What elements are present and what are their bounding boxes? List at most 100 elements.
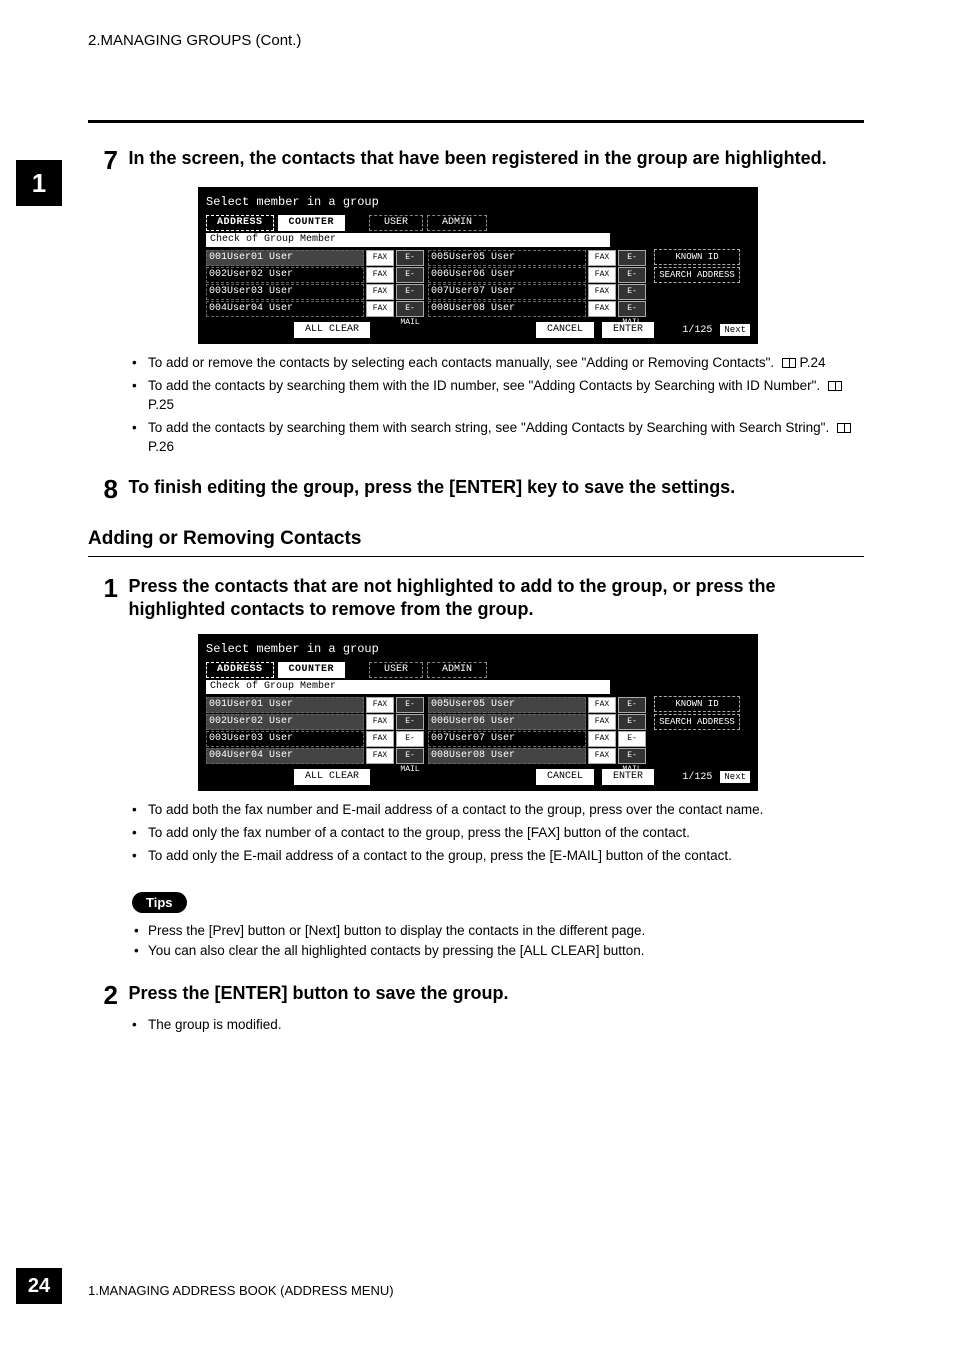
fax-button[interactable]: FAX	[588, 748, 616, 764]
tab-address[interactable]: ADDRESS	[206, 215, 274, 231]
step-text: Press the contacts that are not highligh…	[122, 575, 852, 620]
tip-item: You can also clear the all highlighted c…	[148, 941, 864, 961]
contact-left-0[interactable]: 001User01 User	[206, 250, 364, 266]
search-address-button[interactable]: SEARCH ADDRESS	[654, 267, 740, 283]
email-button[interactable]: E-MAIL	[396, 284, 424, 300]
email-button[interactable]: E-MAIL	[396, 748, 424, 764]
all-clear-button[interactable]: ALL CLEAR	[294, 769, 370, 785]
step-number: 8	[88, 476, 118, 502]
contact-right-3[interactable]: 008User08 User	[428, 301, 586, 317]
step7-bullets: To add or remove the contacts by selecti…	[132, 354, 864, 456]
chapter-tab: 1	[16, 160, 62, 206]
known-id-button[interactable]: KNOWN ID	[654, 696, 740, 712]
step-8: 8 To finish editing the group, press the…	[88, 476, 864, 502]
email-button[interactable]: E-MAIL	[396, 250, 424, 266]
email-button[interactable]: E-MAIL	[618, 697, 646, 713]
fax-button[interactable]: FAX	[366, 301, 394, 317]
contact-left-2[interactable]: 003User03 User	[206, 284, 364, 300]
cancel-button[interactable]: CANCEL	[536, 769, 594, 785]
contact-right-2[interactable]: 007User07 User	[428, 284, 586, 300]
tab-address[interactable]: ADDRESS	[206, 662, 274, 678]
bullet-item: To add or remove the contacts by selecti…	[132, 354, 864, 373]
tab-user[interactable]: USER	[369, 662, 423, 678]
contact-left-2[interactable]: 003User03 User	[206, 731, 364, 747]
step-a2: 2 Press the [ENTER] button to save the g…	[88, 982, 864, 1035]
fax-button[interactable]: FAX	[588, 301, 616, 317]
tips-label: Tips	[132, 892, 187, 913]
tab-user[interactable]: USER	[369, 215, 423, 231]
cancel-button[interactable]: CANCEL	[536, 322, 594, 338]
book-icon	[837, 423, 851, 433]
contact-left-3[interactable]: 004User04 User	[206, 301, 364, 317]
step-number: 1	[88, 575, 118, 601]
enter-button[interactable]: ENTER	[602, 322, 654, 338]
contact-right-1[interactable]: 006User06 User	[428, 267, 586, 283]
email-button[interactable]: E-MAIL	[396, 267, 424, 283]
stepA1-bullets: To add both the fax number and E-mail ad…	[132, 801, 864, 866]
contact-right-0[interactable]: 005User05 User	[428, 250, 586, 266]
fax-button[interactable]: FAX	[588, 714, 616, 730]
contact-left-3[interactable]: 004User04 User	[206, 748, 364, 764]
email-button[interactable]: E-MAIL	[618, 250, 646, 266]
email-button[interactable]: E-MAIL	[396, 301, 424, 317]
email-button[interactable]: E-MAIL	[618, 301, 646, 317]
fax-button[interactable]: FAX	[588, 731, 616, 747]
fax-button[interactable]: FAX	[366, 731, 394, 747]
known-id-button[interactable]: KNOWN ID	[654, 249, 740, 265]
fax-button[interactable]: FAX	[366, 250, 394, 266]
contact-right-0[interactable]: 005User05 User	[428, 697, 586, 713]
book-icon	[828, 381, 842, 391]
bullet-item: To add the contacts by searching them wi…	[132, 377, 864, 415]
step-text: To finish editing the group, press the […	[122, 476, 852, 499]
fax-button[interactable]: FAX	[588, 697, 616, 713]
fax-button[interactable]: FAX	[588, 267, 616, 283]
step-number: 7	[88, 147, 118, 173]
fax-button[interactable]: FAX	[366, 714, 394, 730]
enter-button[interactable]: ENTER	[602, 769, 654, 785]
fax-button[interactable]: FAX	[366, 748, 394, 764]
all-clear-button[interactable]: ALL CLEAR	[294, 322, 370, 338]
contact-right-2[interactable]: 007User07 User	[428, 731, 586, 747]
email-button[interactable]: E-MAIL	[618, 714, 646, 730]
email-button[interactable]: E-MAIL	[618, 267, 646, 283]
fax-button[interactable]: FAX	[366, 267, 394, 283]
fax-button[interactable]: FAX	[588, 284, 616, 300]
next-button[interactable]: Next	[720, 771, 750, 783]
screen-subtitle: Check of Group Member	[206, 680, 610, 694]
email-button[interactable]: E-MAIL	[618, 731, 646, 747]
email-button[interactable]: E-MAIL	[396, 697, 424, 713]
email-button[interactable]: E-MAIL	[618, 284, 646, 300]
contact-left-1[interactable]: 002User02 User	[206, 267, 364, 283]
contact-left-0[interactable]: 001User01 User	[206, 697, 364, 713]
fax-button[interactable]: FAX	[366, 284, 394, 300]
screenshot-1: Select member in a group ADDRESS COUNTER…	[198, 187, 758, 344]
contact-right-3[interactable]: 008User08 User	[428, 748, 586, 764]
page-indicator: 1/125	[682, 325, 712, 336]
contact-left-1[interactable]: 002User02 User	[206, 714, 364, 730]
fax-button[interactable]: FAX	[588, 250, 616, 266]
page-number: 24	[16, 1268, 62, 1304]
email-button[interactable]: E-MAIL	[396, 714, 424, 730]
step-text: Press the [ENTER] button to save the gro…	[122, 982, 852, 1005]
bullet-item: To add only the E-mail address of a cont…	[132, 847, 864, 866]
email-button[interactable]: E-MAIL	[396, 731, 424, 747]
search-address-button[interactable]: SEARCH ADDRESS	[654, 714, 740, 730]
tab-counter[interactable]: COUNTER	[278, 662, 346, 678]
screen-title: Select member in a group	[206, 642, 750, 656]
book-icon	[782, 358, 796, 368]
next-button[interactable]: Next	[720, 324, 750, 336]
stepA2-bullets: The group is modified.	[132, 1016, 864, 1035]
page-indicator: 1/125	[682, 772, 712, 783]
screenshot-2: Select member in a group ADDRESS COUNTER…	[198, 634, 758, 791]
tab-admin[interactable]: ADMIN	[427, 662, 487, 678]
breadcrumb: 2.MANAGING GROUPS (Cont.)	[88, 32, 301, 49]
contact-right-1[interactable]: 006User06 User	[428, 714, 586, 730]
step-text: In the screen, the contacts that have be…	[122, 147, 852, 170]
tab-counter[interactable]: COUNTER	[278, 215, 346, 231]
email-button[interactable]: E-MAIL	[618, 748, 646, 764]
fax-button[interactable]: FAX	[366, 697, 394, 713]
tab-admin[interactable]: ADMIN	[427, 215, 487, 231]
bullet-item: To add only the fax number of a contact …	[132, 824, 864, 843]
section-heading: Adding or Removing Contacts	[88, 528, 864, 557]
step-a1: 1 Press the contacts that are not highli…	[88, 575, 864, 961]
